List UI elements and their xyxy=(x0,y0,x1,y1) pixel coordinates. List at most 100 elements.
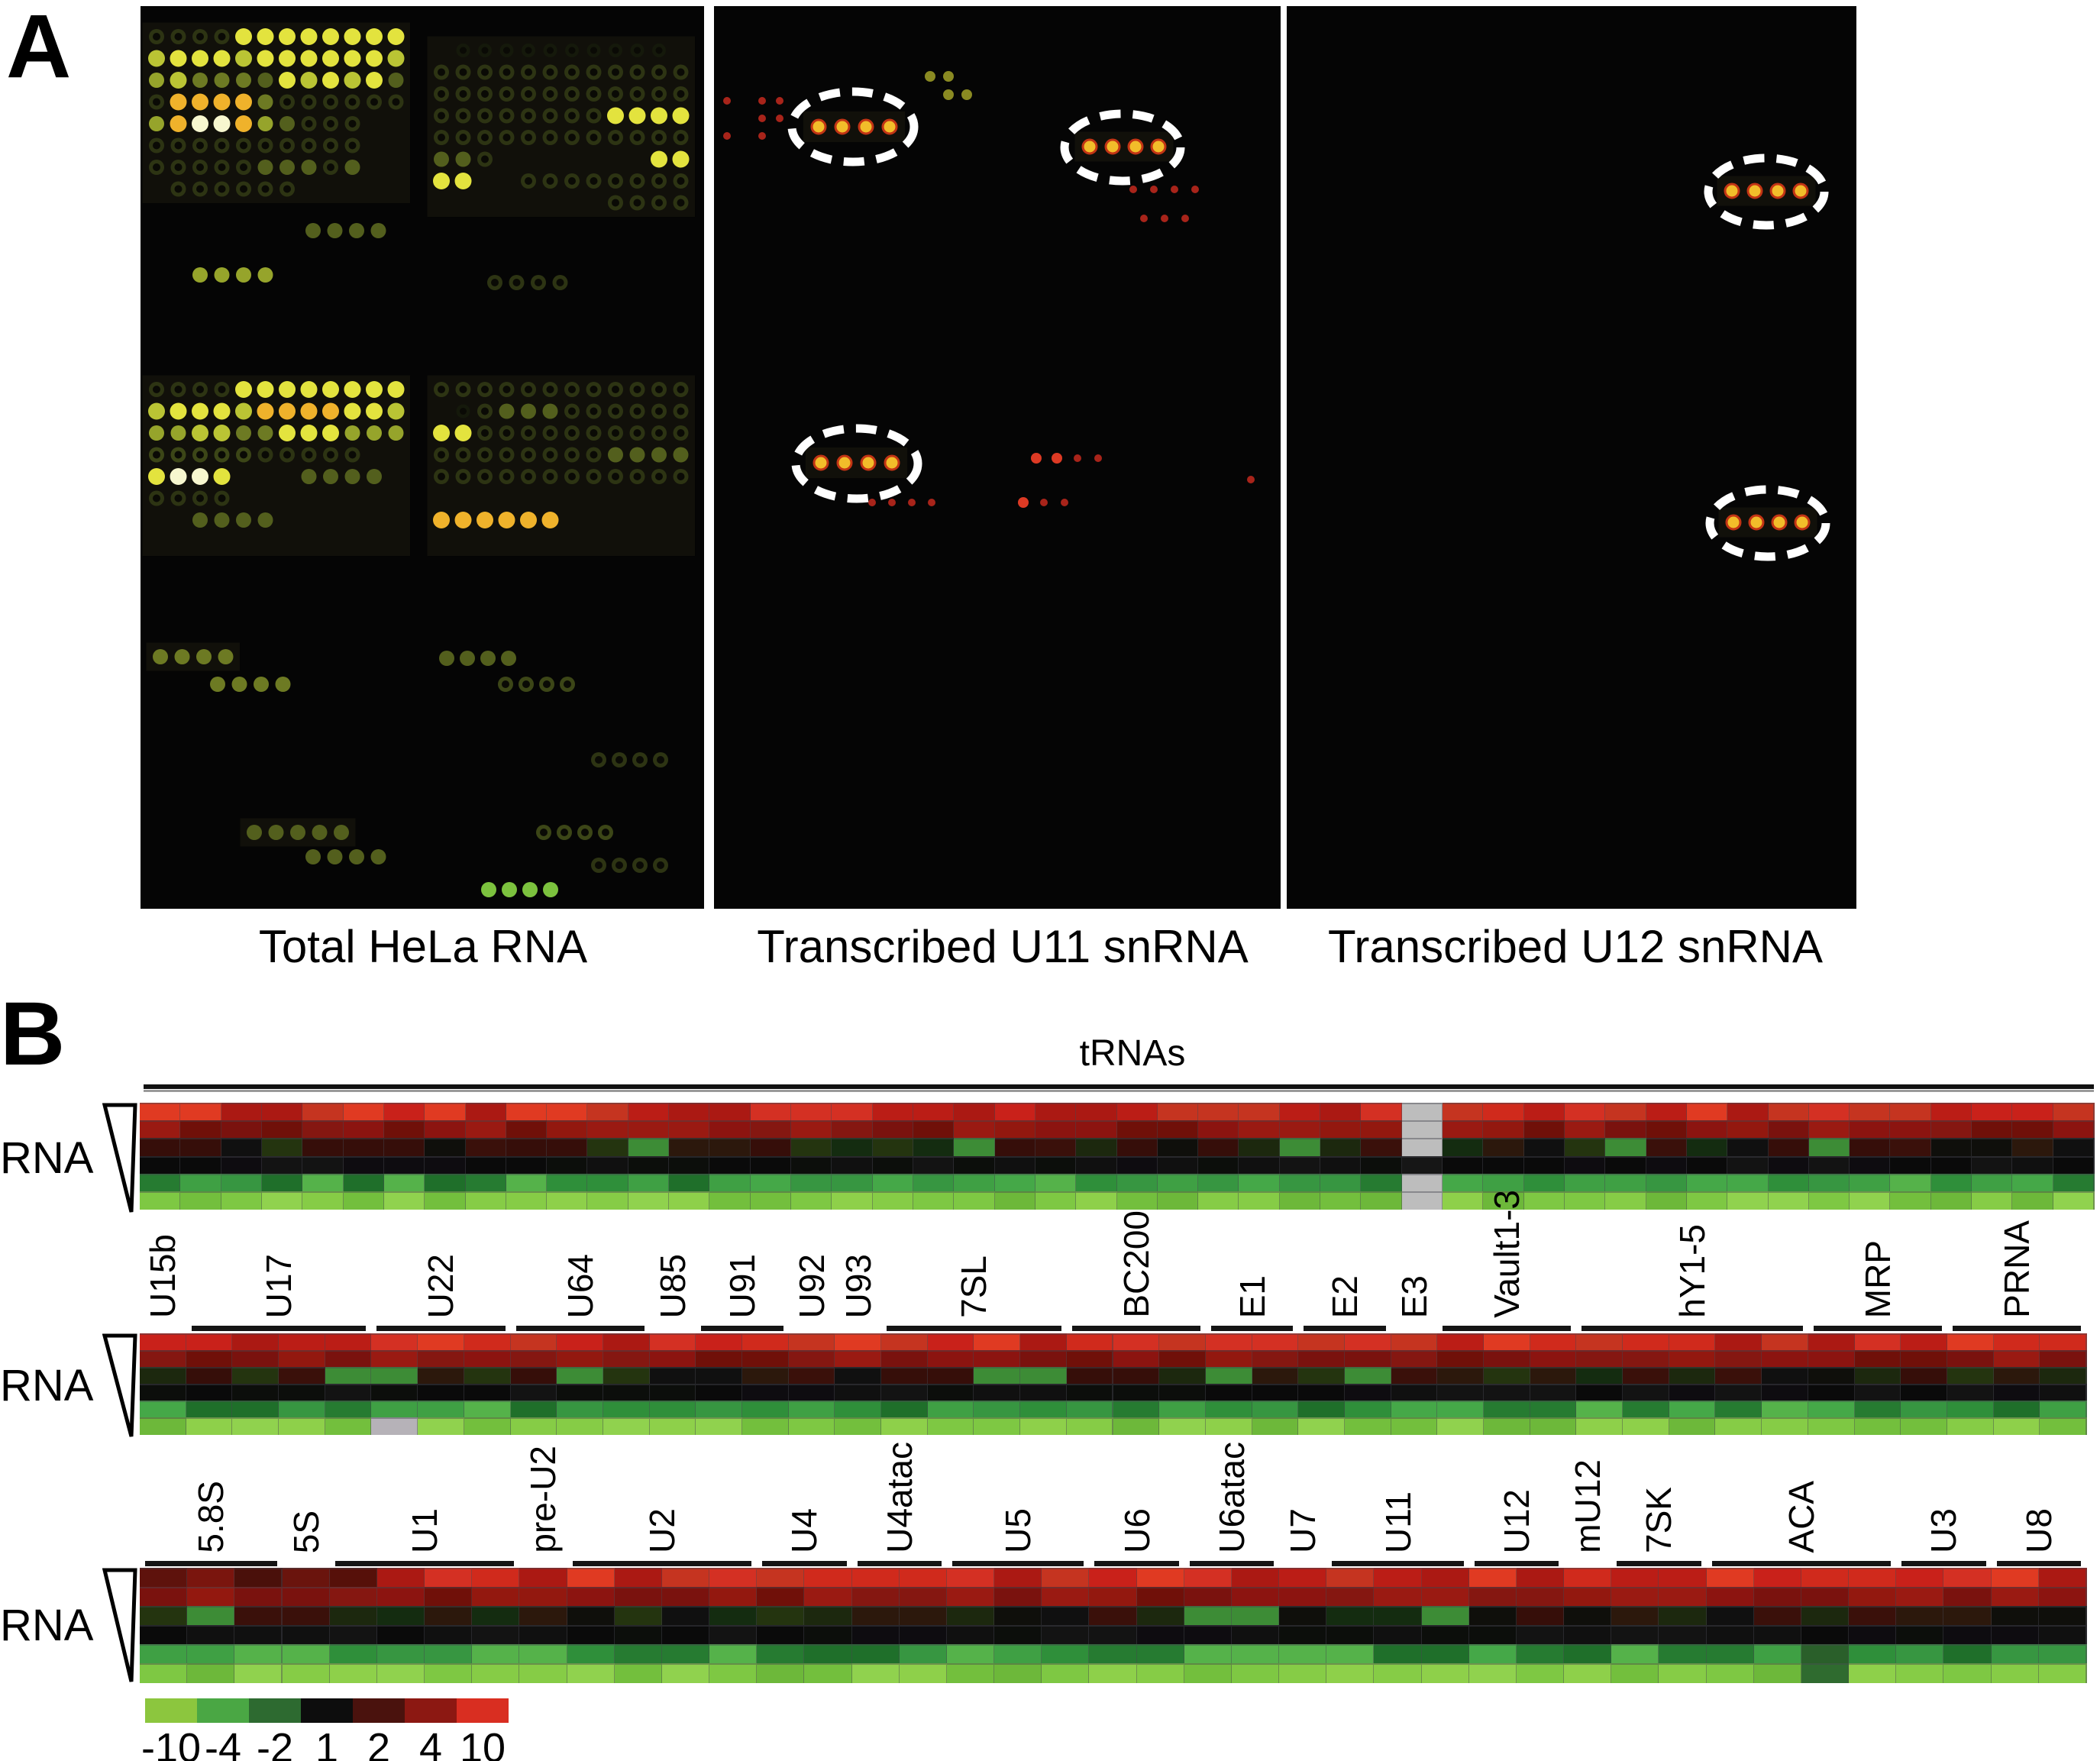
microarray-dot-center xyxy=(502,429,511,437)
heatmap-cell xyxy=(661,1606,711,1626)
microarray-dot-center xyxy=(153,33,160,40)
heatmap-cell xyxy=(472,1606,521,1626)
heatmap-cell xyxy=(1896,1625,1945,1645)
heatmap-cell xyxy=(1564,1120,1607,1139)
heatmap-cell xyxy=(1066,1333,1114,1351)
microarray-dot-center xyxy=(153,386,160,393)
heatmap-cell xyxy=(376,1663,425,1683)
heatmap-cell xyxy=(1468,1644,1517,1664)
group-label-wrap: E3 xyxy=(1393,1081,1436,1318)
heatmap-cell xyxy=(628,1173,670,1192)
heatmap-cell xyxy=(1035,1138,1077,1157)
microarray-dot-center xyxy=(327,163,334,171)
heatmap-cell xyxy=(1972,1138,2014,1157)
microarray-dot xyxy=(1794,514,1811,531)
heatmap-cell xyxy=(140,1191,182,1210)
microarray-dot-center xyxy=(633,386,641,393)
heatmap-cell xyxy=(343,1173,385,1192)
microarray-dot xyxy=(170,72,187,89)
heatmap-cell xyxy=(371,1401,419,1418)
microarray-dot-center xyxy=(502,68,511,76)
heatmap-cell xyxy=(1320,1155,1362,1175)
group-label-wrap: U7 xyxy=(1281,1317,1324,1553)
heatmap-cell xyxy=(913,1155,955,1175)
heatmap-cell xyxy=(1344,1333,1392,1351)
heatmap-cell xyxy=(804,1587,853,1607)
group-label-u1: U1 xyxy=(405,1508,445,1553)
heatmap-cell xyxy=(1611,1644,1660,1664)
microarray-dot xyxy=(387,402,405,420)
heatmap-cell xyxy=(1564,1568,1613,1588)
heatmap-cell xyxy=(832,1138,874,1157)
heatmap-cell xyxy=(791,1173,833,1192)
microarray-dot-center xyxy=(590,68,598,76)
heatmap-cell xyxy=(832,1173,874,1192)
group-label-wrap: E2 xyxy=(1323,1081,1366,1318)
group-label-u4: U4 xyxy=(784,1508,825,1553)
heatmap-cell xyxy=(1516,1568,1565,1588)
heatmap-cell xyxy=(1854,1333,1902,1351)
microarray-dot-center xyxy=(568,473,576,480)
heatmap-cell xyxy=(371,1350,419,1368)
microarray-dot-center xyxy=(218,451,226,459)
heatmap-cell xyxy=(1516,1663,1565,1683)
heatmap-cell xyxy=(872,1155,914,1175)
microarray-dot-center xyxy=(502,386,511,393)
microarray-dot xyxy=(235,93,252,111)
heatmap-cell xyxy=(232,1417,280,1435)
microarray-dot-center xyxy=(677,407,685,415)
microarray-dot xyxy=(279,28,296,45)
heatmap-cell xyxy=(1808,1173,1851,1192)
microarray-dot-center xyxy=(525,429,532,437)
heatmap-cell xyxy=(1421,1587,1470,1607)
microarray-dot-center xyxy=(633,429,641,437)
heatmap-cell xyxy=(1890,1155,1932,1175)
microarray-dot xyxy=(327,223,343,238)
heatmap-cell xyxy=(1239,1138,1281,1157)
heatmap-cell xyxy=(1344,1367,1392,1385)
microarray-dot xyxy=(257,73,273,88)
heatmap-cell xyxy=(1576,1417,1624,1435)
group-label-wrap: 7SK xyxy=(1637,1317,1680,1553)
heatmap-cell xyxy=(302,1103,344,1122)
heatmap-cell xyxy=(1198,1155,1240,1175)
microarray-dot-center xyxy=(153,451,160,459)
heatmap-cell xyxy=(1076,1103,1118,1122)
heatmap-cell xyxy=(567,1587,615,1607)
heatmap-cell xyxy=(835,1401,883,1418)
heatmap-cell xyxy=(547,1103,589,1122)
microarray-dot xyxy=(455,151,471,167)
heatmap-cell xyxy=(872,1120,914,1139)
microarray-dot-center xyxy=(459,473,467,480)
heatmap-cell xyxy=(1279,1663,1328,1683)
heatmap-cell xyxy=(140,1333,187,1351)
group-label-wrap: E1 xyxy=(1231,1081,1274,1318)
heatmap-cell xyxy=(1890,1138,1932,1157)
heatmap-cell xyxy=(1768,1120,1810,1139)
microarray-dot xyxy=(268,825,284,840)
heatmap-cell xyxy=(2012,1138,2054,1157)
microarray-dot xyxy=(651,447,667,463)
heatmap-cell xyxy=(791,1138,833,1157)
group-label-5-8s: 5.8S xyxy=(191,1481,231,1553)
microarray-dot-center xyxy=(677,90,685,98)
heatmap-cell xyxy=(187,1568,236,1588)
microarray-dot-center xyxy=(546,473,554,480)
heatmap-cell xyxy=(1516,1587,1565,1607)
group-label-e1: E1 xyxy=(1232,1275,1272,1318)
heatmap-cell xyxy=(1930,1138,1973,1157)
heatmap-cell xyxy=(1374,1587,1423,1607)
microarray-dot-center xyxy=(305,120,313,128)
group-label-wrap: U64 xyxy=(559,1081,602,1318)
heatmap-cell xyxy=(1279,1568,1328,1588)
heatmap-cell xyxy=(506,1103,548,1122)
microarray-dot xyxy=(1724,183,1740,199)
group-label-u92: U92 xyxy=(792,1253,832,1318)
wedge-triangle-icon xyxy=(102,1333,137,1437)
heatmap-cell xyxy=(464,1401,512,1418)
heatmap-cell xyxy=(1344,1350,1392,1368)
heatmap-cell xyxy=(1646,1120,1688,1139)
microarray-dot-center xyxy=(459,386,467,393)
microarray-dot-center xyxy=(612,429,619,437)
microarray-dot-center xyxy=(595,756,603,764)
